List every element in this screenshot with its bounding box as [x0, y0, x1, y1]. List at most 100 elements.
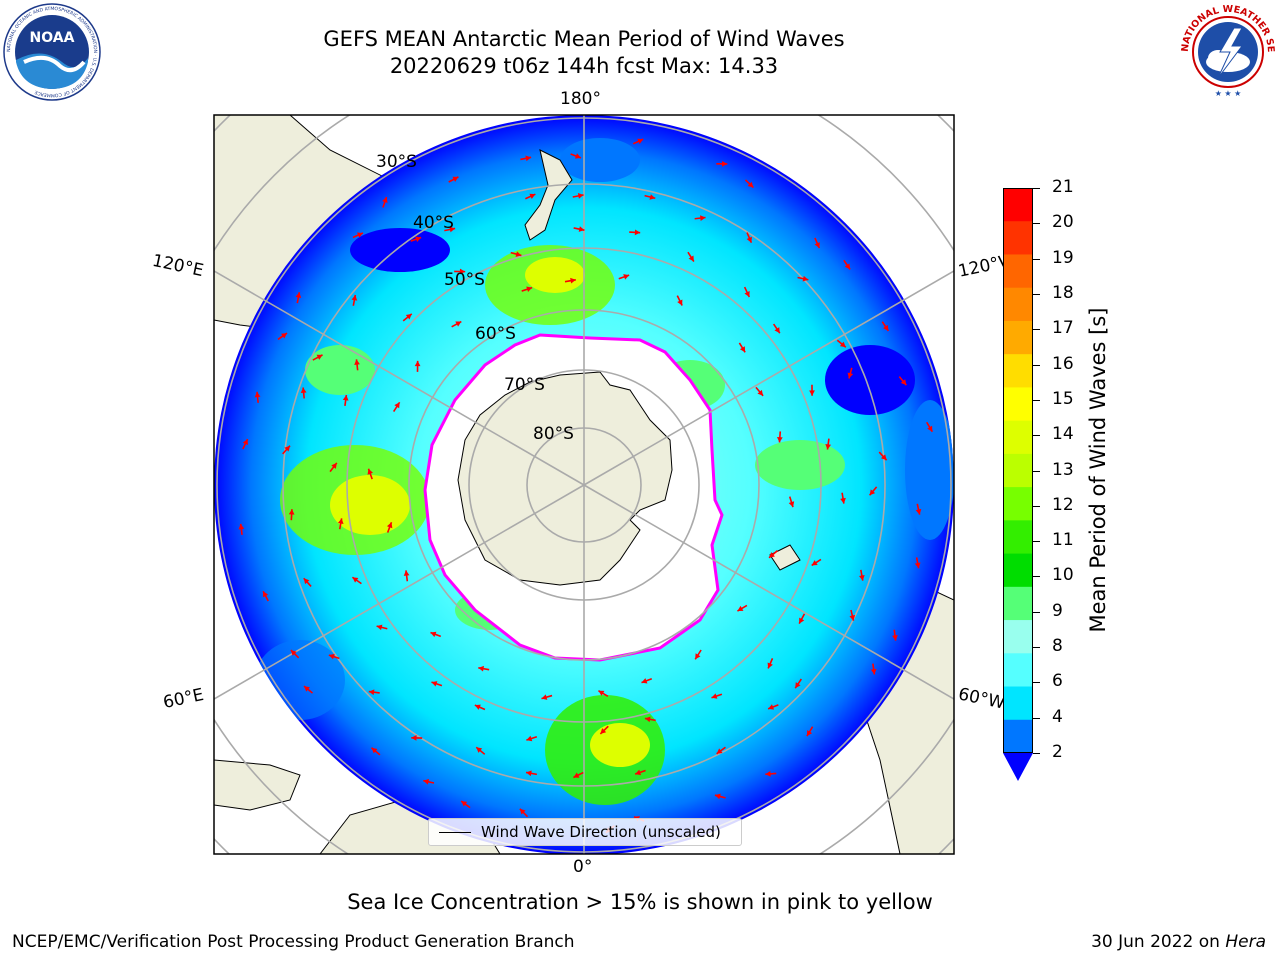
wave-direction-arrow [403, 570, 410, 582]
wave-direction-arrow [303, 577, 312, 587]
colorbar-tick-label: 4 [1052, 706, 1063, 727]
colorbar-label: Mean Period of Wind Waves [s] [1086, 307, 1110, 633]
date-value: 30 Jun 2022 on [1091, 932, 1220, 952]
wave-direction-arrow [878, 451, 888, 461]
machine-name: Hera [1225, 932, 1266, 952]
wave-direction-arrow [573, 226, 585, 232]
wave-direction-arrow [382, 196, 388, 208]
wave-direction-arrow [788, 496, 795, 508]
wave-direction-arrow [599, 725, 609, 735]
colorbar-tick-label: 13 [1052, 459, 1074, 480]
colorbar-tick [1033, 611, 1040, 613]
colorbar-tick [1033, 505, 1040, 507]
colorbar-tick-label: 11 [1052, 530, 1074, 551]
wave-direction-arrow [451, 320, 462, 328]
wave-direction-arrow [809, 384, 815, 396]
colorbar-tick-label: 16 [1052, 353, 1074, 374]
wave-direction-arrow [431, 681, 443, 687]
wave-direction-arrow [300, 387, 307, 399]
map-legend: Wind Wave Direction (unscaled) [428, 818, 742, 846]
colorbar-tick [1033, 188, 1040, 189]
wave-direction-arrow [351, 294, 358, 306]
colorbar-tick [1033, 647, 1040, 649]
wave-direction-arrow [328, 653, 340, 660]
colorbar-bin [1003, 487, 1033, 521]
wave-direction-arrow [430, 631, 442, 638]
colorbar-tick-label: 14 [1052, 424, 1074, 445]
wave-direction-arrow [859, 569, 865, 581]
wave-direction-arrow [337, 518, 344, 530]
wave-direction-arrow [794, 678, 803, 689]
wave-direction-arrow [295, 292, 302, 304]
wave-direction-arrow [825, 438, 832, 450]
wave-direction-arrow [386, 521, 393, 533]
wave-direction-arrow [367, 468, 373, 480]
wave-direction-arrow [811, 558, 822, 567]
wave-direction-arrow [716, 746, 726, 755]
wave-direction-arrow [454, 268, 466, 275]
wind-wave-arrows [238, 138, 934, 834]
wave-direction-arrow [814, 237, 821, 249]
colorbar-tick [1033, 435, 1040, 437]
wave-direction-arrow [402, 313, 413, 322]
wave-direction-arrow [288, 509, 295, 521]
colorbar-under-arrow [1003, 753, 1033, 781]
colorbar-tick [1033, 541, 1040, 543]
wave-direction-arrow [915, 503, 922, 515]
new-zealand [524, 149, 573, 241]
colorbar-bin [1003, 520, 1033, 555]
colorbar-bin [1003, 420, 1033, 455]
wave-direction-arrow [519, 808, 529, 818]
colorbar-tick [1033, 470, 1040, 472]
wave-direction-arrow [525, 193, 536, 200]
wave-direction-arrow [352, 232, 364, 239]
colorbar-tick [1033, 293, 1040, 295]
colorbar-bin [1003, 320, 1033, 355]
antarctica [457, 371, 673, 586]
wave-direction-arrow [368, 689, 380, 696]
colorbar-bin [1003, 620, 1033, 654]
colorbar-tick-label: 18 [1052, 282, 1074, 303]
colorbar-tick [1033, 399, 1040, 401]
wave-direction-arrow [423, 778, 435, 785]
wave-direction-arrow [411, 735, 423, 741]
colorbar-bin [1003, 254, 1033, 289]
wave-direction-arrow [342, 394, 349, 406]
wave-direction-arrow [414, 360, 421, 372]
wave-direction-arrow [694, 215, 706, 221]
lat-label-70s: 70°S [504, 375, 545, 395]
wave-direction-arrow [806, 726, 814, 737]
wave-direction-arrow [641, 678, 653, 684]
wave-direction-arrow [572, 193, 584, 199]
wave-direction-arrow [242, 438, 249, 450]
wave-direction-arrow [370, 747, 381, 756]
lat-label-80s: 80°S [533, 424, 574, 444]
wave-direction-arrow [644, 194, 656, 200]
wave-direction-arrow [351, 576, 362, 585]
colorbar-tick-label: 12 [1052, 494, 1074, 515]
chart-subtitle: 20220629 t06z 144h fcst Max: 14.33 [389, 54, 779, 78]
wave-direction-arrow [765, 770, 777, 777]
wave-direction-arrow [526, 735, 538, 742]
wave-direction-arrow [843, 259, 851, 270]
wave-direction-arrow [892, 629, 898, 641]
wave-direction-arrow [564, 277, 576, 284]
wave-direction-arrow [714, 793, 726, 800]
colorbar-bin [1003, 719, 1033, 753]
wave-direction-arrow [376, 624, 388, 631]
wave-direction-arrow [743, 286, 751, 298]
wave-direction-arrow [254, 391, 261, 403]
wave-direction-arrow [329, 462, 338, 473]
colorbar-bin [1003, 653, 1033, 688]
wave-direction-arrow [772, 323, 781, 334]
legend-label: Wind Wave Direction (unscaled) [481, 823, 721, 841]
wave-direction-arrow [478, 665, 490, 672]
wave-direction-arrow [687, 251, 695, 262]
wave-direction-arrow [277, 332, 288, 341]
chart-title: GEFS MEAN Antarctic Mean Period of Wind … [323, 27, 845, 51]
wave-direction-arrow [570, 153, 582, 159]
colorbar-tick [1033, 364, 1040, 366]
wave-direction-arrow [573, 771, 584, 779]
wave-direction-arrow [767, 704, 779, 710]
wave-direction-arrow [510, 251, 522, 257]
